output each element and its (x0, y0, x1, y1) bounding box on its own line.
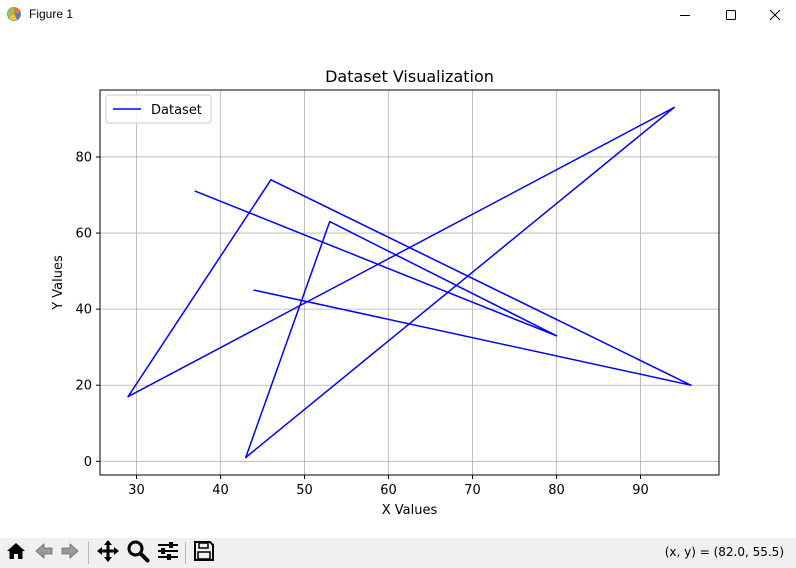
maximize-button[interactable] (708, 0, 754, 30)
y-tick-label: 0 (84, 455, 92, 470)
data-point (328, 220, 331, 223)
data-point (555, 335, 558, 337)
toolbar-separator (185, 542, 186, 564)
x-tick-label: 60 (380, 483, 397, 498)
maximize-icon (725, 6, 737, 25)
pan-button[interactable] (95, 540, 121, 566)
minimize-icon (679, 6, 691, 25)
navigation-toolbar: (x, y) = (82.0, 55.5) (0, 538, 796, 568)
x-tick-label: 90 (632, 483, 649, 498)
data-point (673, 106, 675, 109)
window-title: Figure 1 (29, 7, 74, 21)
home-button[interactable] (3, 540, 29, 566)
zoom-button[interactable] (125, 540, 151, 566)
configure-subplots-icon (156, 539, 180, 567)
data-point (253, 289, 255, 291)
chart-title: Dataset Visualization (325, 67, 494, 86)
grid-lines (100, 90, 719, 475)
save-button[interactable] (191, 540, 217, 566)
forward-button[interactable] (57, 540, 83, 566)
window-titlebar: Figure 1 (0, 0, 796, 30)
legend-box (105, 94, 212, 124)
pan-move-icon (96, 539, 120, 567)
cursor-coordinates: (x, y) = (82.0, 55.5) (664, 545, 784, 559)
x-tick-label: 40 (212, 483, 229, 498)
y-axis-label: Y Values (51, 255, 66, 311)
toolbar-separator (88, 542, 89, 564)
back-arrow-icon (33, 540, 55, 566)
close-icon (769, 6, 781, 25)
configure-subplots-button[interactable] (155, 540, 181, 566)
data-point (690, 384, 692, 386)
x-axis-label: X Values (382, 503, 438, 518)
line-chart: 30 40 50 60 70 80 90 0 20 40 60 80 Dataset Visualiz… (0, 30, 796, 538)
y-tick-label: 20 (75, 379, 92, 394)
save-floppy-icon (193, 540, 215, 566)
figure-canvas[interactable]: 30 40 50 60 70 80 90 0 20 40 60 80 Dataset Visualiz… (0, 30, 796, 538)
legend-label: Dataset (151, 103, 202, 118)
data-point (194, 190, 197, 192)
data-point (127, 395, 129, 398)
series-layer (127, 106, 692, 459)
x-tick-label: 80 (548, 483, 565, 498)
x-tick-label: 30 (128, 483, 145, 498)
matplotlib-logo-icon (6, 6, 22, 22)
close-button[interactable] (752, 0, 796, 30)
data-point (244, 456, 247, 459)
back-button[interactable] (31, 540, 57, 566)
home-icon (5, 540, 27, 566)
x-tick-label: 50 (296, 483, 313, 498)
y-tick-label: 80 (75, 150, 92, 165)
forward-arrow-icon (59, 540, 81, 566)
data-point (270, 179, 272, 181)
zoom-magnifier-icon (126, 539, 150, 567)
y-tick-label: 60 (75, 227, 92, 242)
y-tick-label: 40 (75, 303, 92, 318)
x-tick-label: 70 (464, 483, 481, 498)
legend: Dataset (105, 94, 212, 124)
axis-ticks: 30 40 50 60 70 80 90 0 20 40 60 80 (75, 150, 648, 498)
minimize-button[interactable] (662, 0, 708, 30)
axes-frame (99, 89, 720, 476)
